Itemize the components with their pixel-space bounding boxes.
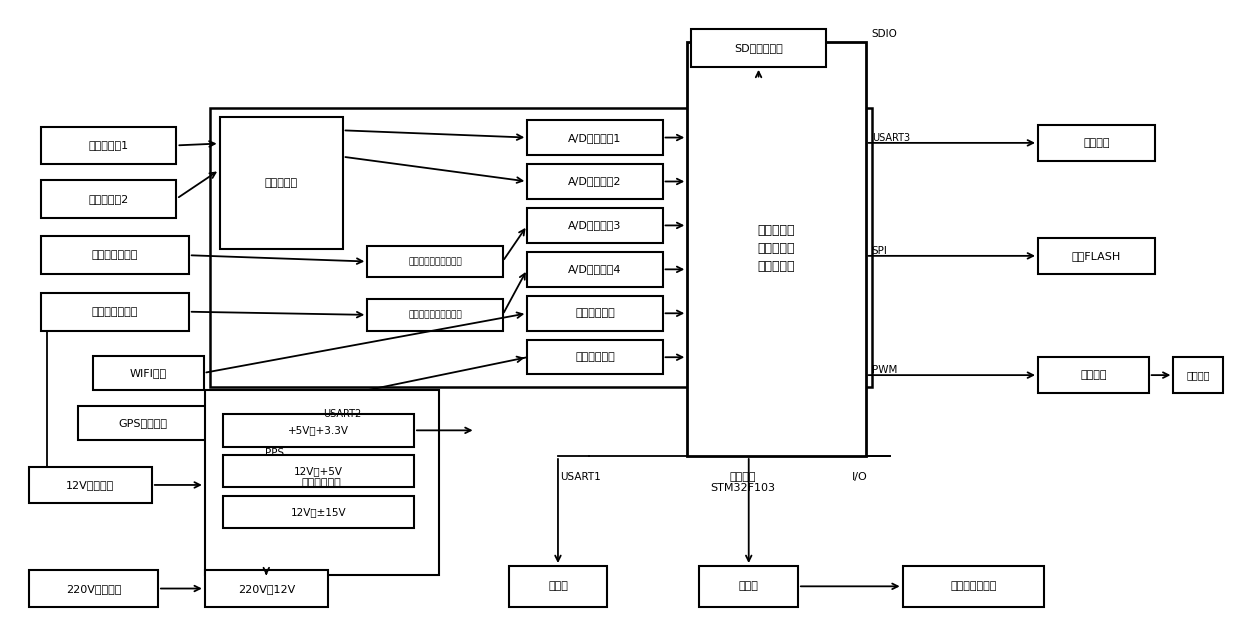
Text: SDIO: SDIO (872, 29, 898, 39)
Text: 220V转12V: 220V转12V (238, 583, 295, 593)
Text: 12V转±15V: 12V转±15V (291, 507, 347, 517)
Text: 显示模块: 显示模块 (1083, 138, 1110, 148)
Text: 外部FLASH: 外部FLASH (1072, 251, 1121, 261)
FancyBboxPatch shape (700, 566, 798, 607)
Text: USART2: USART2 (323, 409, 362, 418)
FancyBboxPatch shape (28, 467, 152, 503)
FancyBboxPatch shape (223, 414, 414, 446)
Text: 上位机: 上位机 (548, 581, 567, 591)
FancyBboxPatch shape (528, 164, 663, 198)
FancyBboxPatch shape (223, 455, 414, 487)
Text: 电压幅值模拟信号调理: 电压幅值模拟信号调理 (408, 257, 462, 266)
FancyBboxPatch shape (528, 120, 663, 155)
FancyBboxPatch shape (41, 293, 188, 331)
Text: SD卡存储模块: SD卡存储模块 (735, 43, 783, 53)
Text: WIFI模块: WIFI模块 (130, 368, 167, 378)
FancyBboxPatch shape (1173, 357, 1223, 393)
FancyBboxPatch shape (41, 180, 176, 218)
FancyBboxPatch shape (528, 340, 663, 375)
FancyBboxPatch shape (1038, 238, 1155, 274)
FancyBboxPatch shape (41, 127, 176, 164)
Text: 频率采集处理: 频率采集处理 (575, 308, 615, 318)
Text: 温度传感器1: 温度传感器1 (89, 141, 129, 150)
Text: 监控控制器: 监控控制器 (264, 178, 297, 188)
FancyBboxPatch shape (1038, 357, 1149, 393)
Text: 12V转+5V: 12V转+5V (294, 466, 343, 476)
Text: 步进电机: 步进电机 (1186, 370, 1209, 380)
Text: I/O: I/O (851, 472, 867, 482)
Text: USART1: USART1 (560, 472, 601, 482)
FancyBboxPatch shape (93, 356, 203, 390)
Text: 电机驱动: 电机驱动 (1080, 370, 1106, 380)
Text: 霍尔电流传感器: 霍尔电流传感器 (92, 307, 138, 317)
Text: GPS授时模块: GPS授时模块 (118, 418, 167, 428)
Text: 数据缓冲区
时间缓冲区
添加时间戳: 数据缓冲区 时间缓冲区 添加时间戳 (758, 225, 795, 273)
Text: SPI: SPI (872, 246, 887, 256)
FancyBboxPatch shape (78, 406, 207, 440)
Text: PPS: PPS (265, 448, 285, 458)
Text: 主控模块
STM32F103: 主控模块 STM32F103 (710, 472, 776, 494)
Text: 温度传感器2: 温度传感器2 (89, 194, 129, 204)
Text: 采样时间处理: 采样时间处理 (575, 352, 615, 363)
Text: A/D采集通道1: A/D采集通道1 (569, 132, 622, 142)
Text: 继电器: 继电器 (738, 581, 758, 591)
FancyBboxPatch shape (528, 296, 663, 331)
Text: 电流幅值模拟信号调理: 电流幅值模拟信号调理 (408, 310, 462, 319)
FancyBboxPatch shape (1038, 125, 1155, 161)
FancyBboxPatch shape (204, 570, 328, 607)
FancyBboxPatch shape (223, 495, 414, 529)
FancyBboxPatch shape (367, 246, 503, 277)
Text: 220V交流输入: 220V交流输入 (66, 583, 121, 593)
Text: +5V转+3.3V: +5V转+3.3V (289, 425, 349, 436)
FancyBboxPatch shape (688, 42, 866, 456)
Text: USART3: USART3 (872, 133, 909, 143)
FancyBboxPatch shape (41, 237, 188, 274)
FancyBboxPatch shape (204, 390, 439, 576)
Text: 电源转换模块: 电源转换模块 (302, 478, 342, 488)
FancyBboxPatch shape (528, 252, 663, 287)
Text: 12V直流输入: 12V直流输入 (66, 480, 114, 490)
FancyBboxPatch shape (691, 29, 826, 67)
FancyBboxPatch shape (367, 299, 503, 331)
Text: 霍尔电压传感器: 霍尔电压传感器 (92, 250, 138, 260)
Text: 多个交流接触器: 多个交流接触器 (950, 581, 996, 591)
FancyBboxPatch shape (528, 208, 663, 243)
FancyBboxPatch shape (509, 566, 607, 607)
Text: A/D采集通道2: A/D采集通道2 (569, 176, 622, 186)
FancyBboxPatch shape (28, 570, 159, 607)
Text: PWM: PWM (872, 365, 897, 375)
Text: A/D采集通道4: A/D采集通道4 (569, 265, 622, 274)
Text: A/D采集通道3: A/D采集通道3 (569, 221, 622, 230)
FancyBboxPatch shape (219, 117, 343, 249)
FancyBboxPatch shape (902, 566, 1044, 607)
